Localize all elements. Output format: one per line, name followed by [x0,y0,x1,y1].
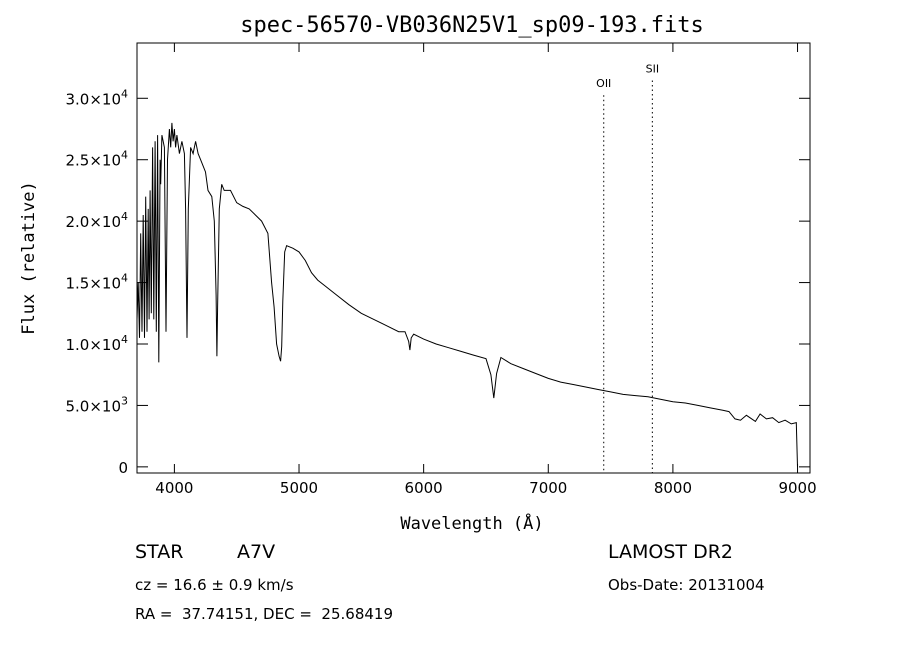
line-label-sii: SII [646,62,659,75]
spectral-subclass-label: A7V [237,541,276,563]
x-axis-label: Wavelength (Å) [400,512,543,534]
y-axis-label: Flux (relative) [19,181,39,335]
y-tick-label: 2.0×104 [65,210,128,231]
y-axis-ticks: 0 5.0×103 1.0×104 1.5×104 2.0×104 2.5×104 3.0×… [65,87,810,477]
survey-label: LAMOST DR2 [608,541,733,563]
y-tick-label: 2.5×104 [65,149,128,170]
redshift-cz-text: cz = 16.6 ± 0.9 km/s [135,576,294,594]
x-axis-ticks: 4000 5000 6000 7000 8000 9000 [155,43,817,497]
obs-date-text: Obs-Date: 20131004 [608,576,765,594]
y-tick-label: 0 [118,459,128,477]
line-label-oii: OII [596,77,611,90]
x-tick-label: 7000 [529,479,567,497]
x-tick-label: 4000 [155,479,193,497]
plot-frame [136,42,811,474]
annotation-lines: OII SII [596,62,659,473]
chart-title: spec-56570-VB036N25V1_sp09-193.fits [240,13,704,38]
object-type-label: STAR [135,541,184,563]
y-tick-label: 3.0×104 [65,87,128,108]
y-tick-label: 1.5×104 [65,272,128,293]
x-tick-label: 5000 [280,479,318,497]
x-tick-label: 6000 [405,479,443,497]
y-tick-label: 5.0×103 [65,394,128,415]
coordinates-text: RA = 37.74151, DEC = 25.68419 [135,605,394,623]
spectrum-series-line [136,122,798,467]
y-tick-label: 1.0×104 [65,333,128,354]
x-tick-label: 8000 [654,479,692,497]
x-tick-label: 9000 [778,479,816,497]
